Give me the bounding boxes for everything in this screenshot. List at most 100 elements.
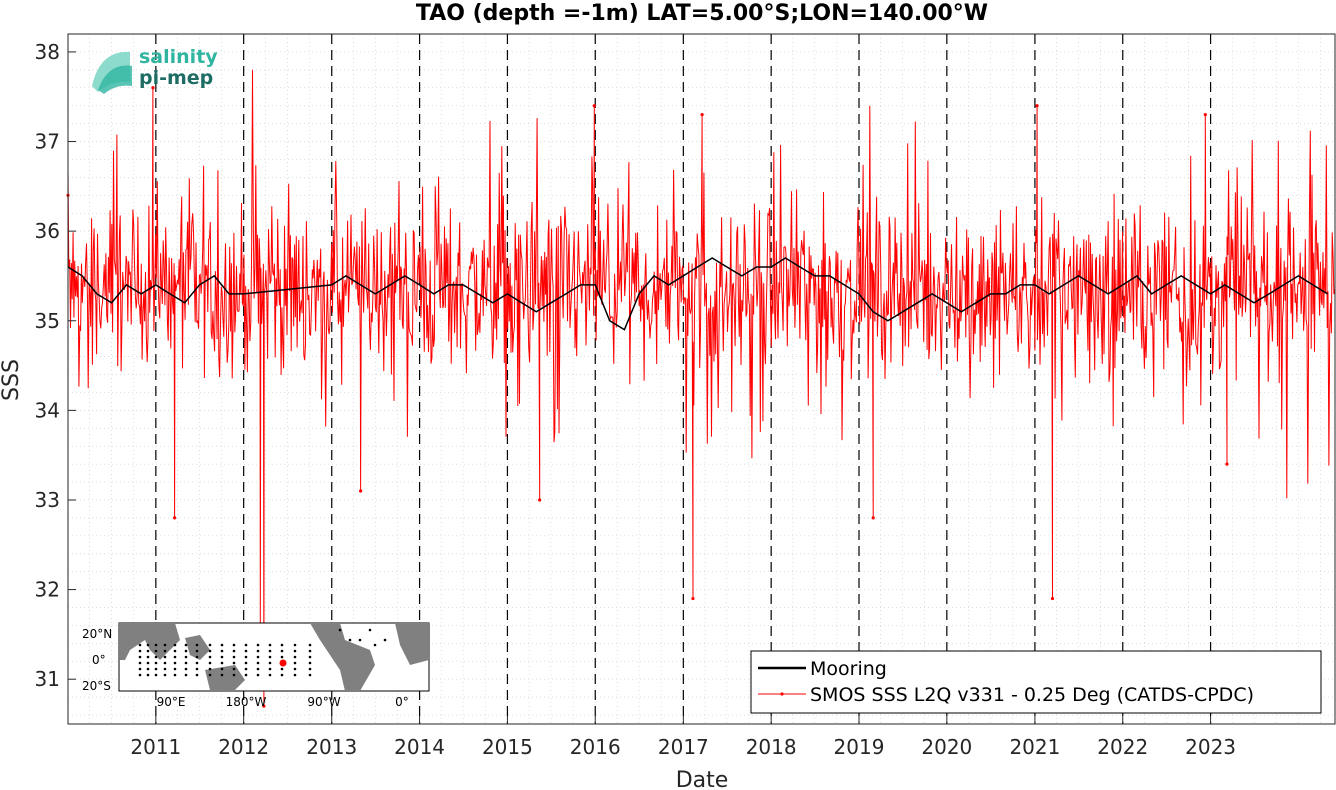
map-mooring-dot (232, 667, 236, 671)
x-tick-label: 2023 (1185, 735, 1236, 759)
map-mooring-dot (220, 649, 224, 653)
chart-title: TAO (depth =-1m) LAT=5.00°S;LON=140.00°W (416, 1, 988, 26)
map-mooring-dot (163, 673, 167, 677)
smos-notable-point (1203, 113, 1207, 117)
x-tick-label: 2020 (921, 735, 972, 759)
map-mooring-dot (163, 655, 167, 659)
y-tick-label: 35 (35, 309, 60, 333)
map-mooring-dot (256, 661, 260, 665)
map-mooring-dot (308, 643, 312, 647)
y-tick-label: 31 (35, 667, 60, 691)
map-mooring-dot (308, 661, 312, 665)
map-mooring-dot (208, 661, 212, 665)
x-tick-label: 2015 (482, 735, 533, 759)
x-tick-label: 2017 (658, 735, 709, 759)
x-tick-label: 2013 (306, 735, 357, 759)
map-mooring-dot (138, 655, 142, 659)
smos-notable-point (1035, 104, 1039, 108)
map-mooring-dot (268, 655, 272, 659)
map-mooring-dot (208, 673, 212, 677)
smos-notable-point (700, 113, 704, 117)
map-mooring-dot (184, 673, 188, 677)
logo-text-pimep: pi-mep (139, 67, 213, 89)
map-mooring-dot (268, 649, 272, 653)
inset-map-selected-mooring (279, 659, 287, 667)
map-mooring-dot (244, 673, 248, 677)
map-mooring-dot (308, 649, 312, 653)
map-mooring-dot (256, 649, 260, 653)
map-mooring-dot (293, 655, 297, 659)
map-lat-tick-0: 0° (92, 653, 106, 667)
map-mooring-dot (146, 655, 150, 659)
map-mooring-dot (232, 649, 236, 653)
y-tick-label: 36 (35, 219, 60, 243)
map-mooring-dot (154, 667, 158, 671)
map-mooring-dot (293, 667, 297, 671)
map-mooring-dot (280, 655, 284, 659)
map-mooring-dot (232, 673, 236, 677)
map-mooring-dot (173, 643, 177, 647)
map-lat-tick-20n: 20°N (82, 627, 112, 641)
year-boundary-lines (155, 34, 1212, 724)
map-mooring-dot (244, 643, 248, 647)
smos-notable-point (592, 104, 596, 108)
map-mooring-dot (184, 661, 188, 665)
map-mooring-dot (184, 649, 188, 653)
map-mooring-dot (138, 667, 142, 671)
x-tick-label: 2018 (746, 735, 797, 759)
map-mooring-dot (280, 673, 284, 677)
x-axis-ticks: 2011 2012 2013 2014 2015 2016 2017 2018 2019 2020… (130, 716, 1236, 759)
map-lat-tick-20s: 20°S (82, 679, 111, 693)
map-mooring-dot (138, 649, 142, 653)
map-mooring-dot (208, 649, 212, 653)
map-mooring-dot (280, 667, 284, 671)
map-mooring-dot (195, 655, 199, 659)
smos-series-line (67, 69, 1336, 707)
x-tick-label: 2012 (218, 735, 269, 759)
legend-box (750, 650, 1322, 714)
map-mooring-dot (244, 667, 248, 671)
map-mooring-dot (220, 643, 224, 647)
inset-map-australia-land (205, 665, 245, 690)
map-mooring-dot (173, 649, 177, 653)
x-tick-label: 2021 (1009, 735, 1060, 759)
map-mooring-dot (256, 673, 260, 677)
map-mooring-dot (195, 673, 199, 677)
mooring-series-line (67, 257, 1328, 331)
map-mooring-dot (138, 661, 142, 665)
map-mooring-dot (184, 655, 188, 659)
map-mooring-dot (138, 643, 142, 647)
y-axis-label: SSS (0, 359, 24, 401)
map-mooring-dot (173, 667, 177, 671)
map-mooring-dot (293, 643, 297, 647)
x-tick-label: 2014 (394, 735, 445, 759)
map-mooring-dot (338, 628, 342, 632)
map-mooring-dot (244, 649, 248, 653)
smos-notable-point (173, 516, 177, 520)
map-mooring-dot (256, 667, 260, 671)
map-mooring-dot (268, 673, 272, 677)
map-mooring-dot (256, 643, 260, 647)
map-mooring-dot (146, 673, 150, 677)
map-mooring-dot (220, 655, 224, 659)
y-axis-ticks: 31 32 33 34 35 36 37 38 (35, 40, 76, 691)
y-tick-label: 32 (35, 578, 60, 602)
plot-area (66, 33, 1336, 725)
map-mooring-dot (195, 649, 199, 653)
map-mooring-dot (268, 667, 272, 671)
map-lon-tick-90w: 90°W (307, 695, 340, 709)
map-mooring-dot (268, 661, 272, 665)
x-tick-label: 2011 (130, 735, 181, 759)
map-mooring-dot (293, 649, 297, 653)
map-mooring-dot (195, 667, 199, 671)
map-mooring-dot (280, 649, 284, 653)
smos-notable-point (691, 596, 695, 601)
map-mooring-dot (308, 655, 312, 659)
map-mooring-dot (184, 667, 188, 671)
smos-notable-point (151, 86, 155, 90)
map-mooring-dot (232, 661, 236, 665)
y-tick-label: 33 (35, 488, 60, 512)
map-mooring-dot (293, 661, 297, 665)
smos-notable-point (538, 498, 542, 502)
